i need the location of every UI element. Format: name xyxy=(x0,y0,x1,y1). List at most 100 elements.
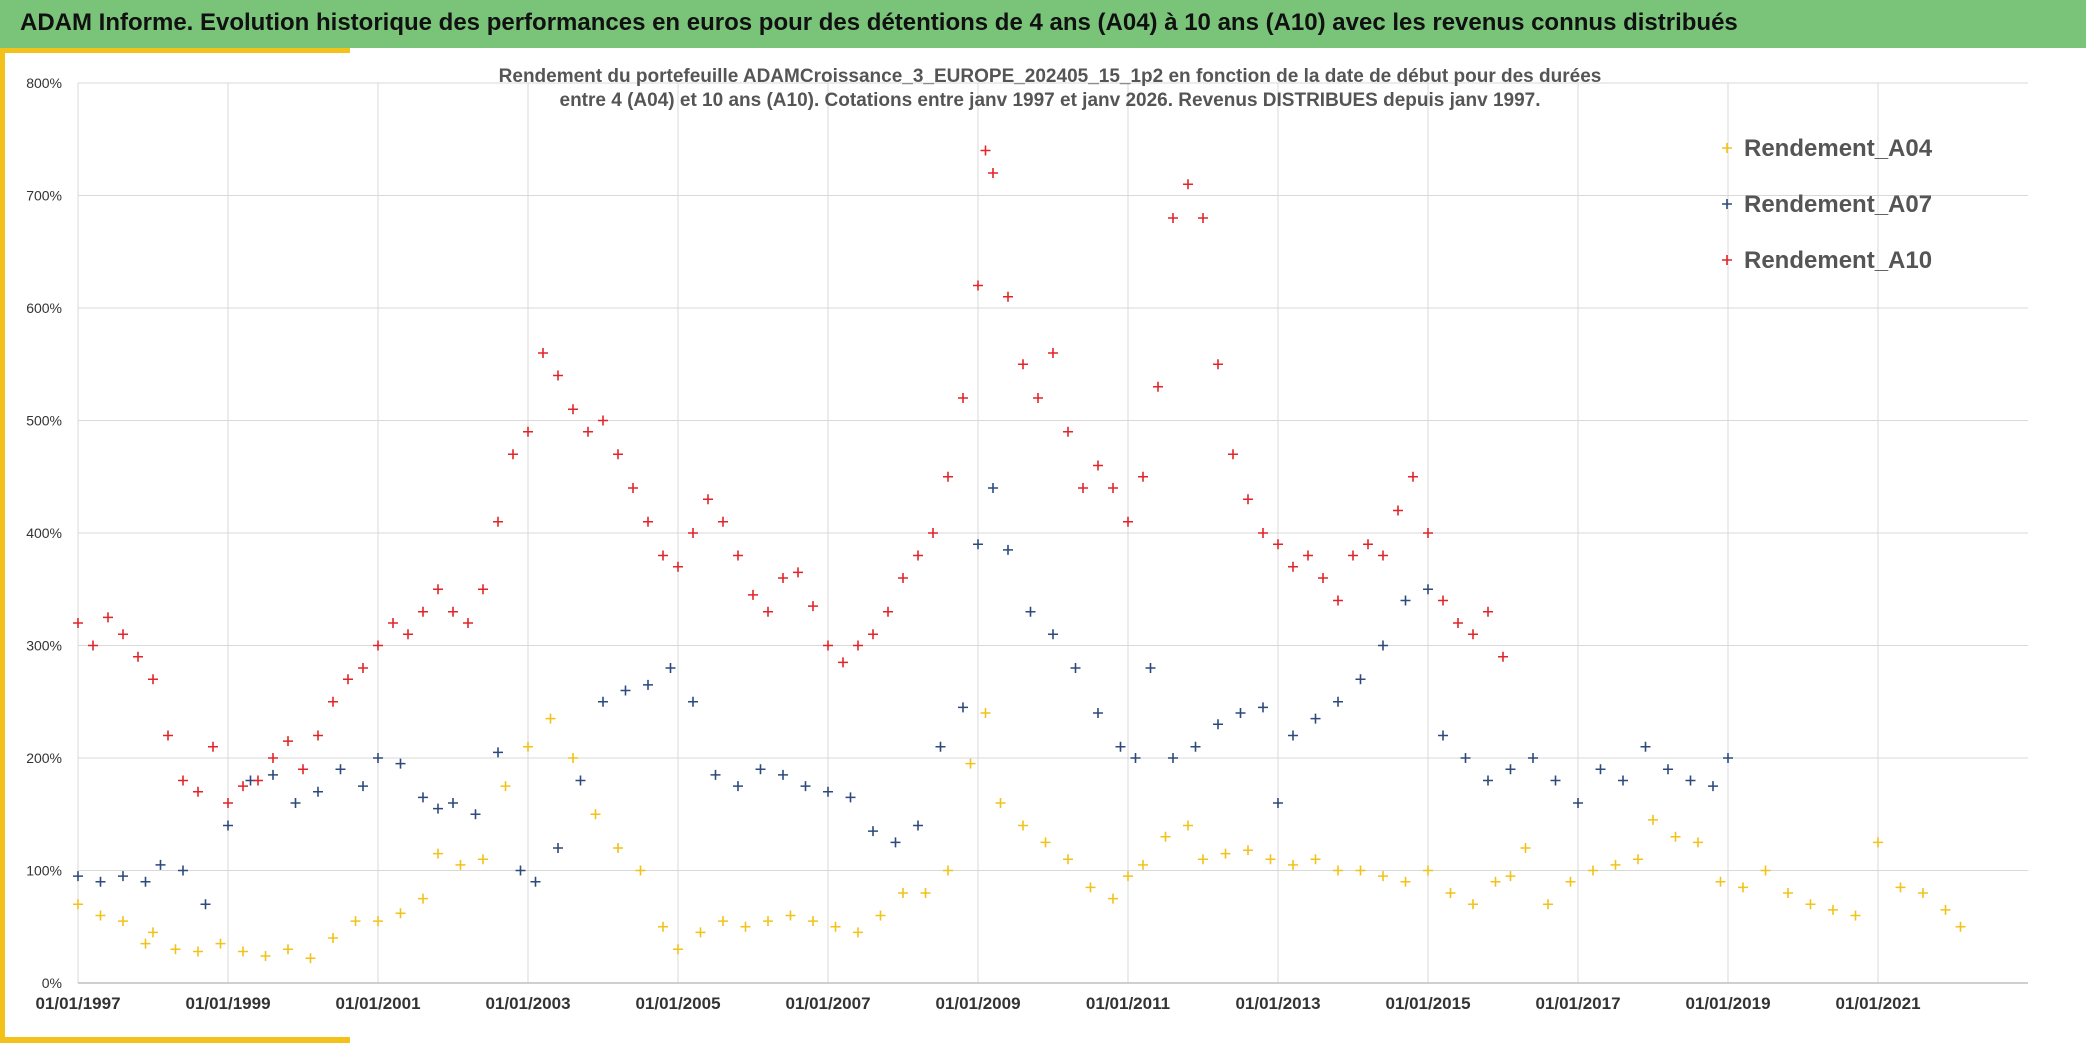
accent-bar-left xyxy=(0,48,5,1043)
data-point xyxy=(1138,471,1148,482)
data-point xyxy=(305,953,316,964)
legend-item: Rendement_A04 xyxy=(1722,135,1933,162)
data-point xyxy=(883,606,893,617)
data-point xyxy=(778,769,788,780)
data-point xyxy=(995,798,1006,808)
data-point xyxy=(1198,854,1208,865)
data-point xyxy=(545,713,556,724)
data-point xyxy=(1108,483,1118,493)
data-point xyxy=(1190,741,1201,752)
data-point xyxy=(335,764,346,775)
data-point xyxy=(1108,893,1118,904)
data-point xyxy=(1708,781,1718,792)
data-point xyxy=(193,786,203,797)
data-point xyxy=(463,618,473,628)
x-tick-label: 01/01/2009 xyxy=(935,994,1020,1013)
x-tick-label: 01/01/2007 xyxy=(785,994,870,1013)
data-point xyxy=(260,951,271,961)
data-point xyxy=(838,657,848,668)
y-tick-label: 700% xyxy=(26,188,62,204)
data-point xyxy=(1715,876,1726,887)
data-point xyxy=(283,736,293,747)
data-point xyxy=(1018,820,1028,831)
data-point xyxy=(1303,550,1313,561)
data-point xyxy=(1505,764,1516,775)
legend-item: Rendement_A07 xyxy=(1722,191,1932,218)
data-point xyxy=(95,910,106,921)
data-point xyxy=(1003,291,1013,302)
data-point xyxy=(1040,837,1051,848)
y-tick-label: 0% xyxy=(42,975,62,991)
data-point xyxy=(1483,606,1493,617)
data-point xyxy=(613,843,623,853)
x-tick-label: 01/01/2021 xyxy=(1835,994,1920,1013)
data-point xyxy=(1273,539,1283,550)
legend: Rendement_A04 Rendement_A07 Rendement_A10 xyxy=(1722,135,1933,274)
data-point xyxy=(1490,876,1501,887)
data-point xyxy=(1565,876,1576,887)
data-point xyxy=(1063,854,1073,865)
data-point xyxy=(710,769,721,780)
data-point xyxy=(980,708,991,718)
data-point xyxy=(635,865,646,876)
legend-item: Rendement_A10 xyxy=(1722,247,1932,274)
data-point xyxy=(973,539,983,550)
data-point xyxy=(613,449,623,460)
data-point xyxy=(395,908,406,919)
data-point xyxy=(628,483,638,493)
data-point xyxy=(1783,888,1793,898)
data-point xyxy=(73,871,83,882)
data-point xyxy=(223,798,233,808)
data-point xyxy=(590,809,601,820)
x-tick-label: 01/01/1997 xyxy=(35,994,120,1013)
data-point xyxy=(343,674,353,685)
data-point xyxy=(763,916,773,927)
data-point xyxy=(530,876,541,887)
data-point xyxy=(200,899,211,910)
y-tick-label: 300% xyxy=(26,638,62,654)
data-point xyxy=(358,781,368,792)
data-point xyxy=(800,781,811,792)
data-point xyxy=(1288,859,1298,870)
data-point xyxy=(313,786,323,797)
series-Rendement_A10 xyxy=(73,145,1508,808)
data-point xyxy=(1310,854,1321,865)
data-point xyxy=(598,696,608,707)
data-point xyxy=(1213,359,1223,370)
data-point xyxy=(1393,505,1403,516)
data-point xyxy=(238,781,248,792)
data-point xyxy=(73,618,83,628)
data-point xyxy=(1145,663,1156,673)
data-point xyxy=(1228,449,1238,460)
data-point xyxy=(1670,831,1681,842)
data-point xyxy=(845,792,856,803)
data-point xyxy=(733,781,743,792)
data-point xyxy=(478,584,488,595)
data-point xyxy=(1183,179,1193,190)
data-point xyxy=(1288,561,1298,572)
data-point xyxy=(103,612,113,623)
data-point xyxy=(980,145,991,156)
data-point xyxy=(418,606,428,617)
data-point xyxy=(1333,696,1343,707)
data-point xyxy=(1025,606,1036,617)
data-point xyxy=(943,865,953,876)
data-point xyxy=(808,916,818,927)
data-point xyxy=(553,843,563,853)
data-point xyxy=(1003,544,1013,555)
y-tick-label: 400% xyxy=(26,525,62,541)
data-point xyxy=(1130,753,1141,763)
y-axis-ticks: 0% 100% 200% 300% 400% 500% 600% 700% 800% xyxy=(26,75,62,991)
data-point xyxy=(290,798,301,808)
data-point xyxy=(1468,629,1478,640)
data-point xyxy=(1235,708,1246,718)
data-point xyxy=(935,741,946,752)
data-point xyxy=(740,921,751,932)
data-point xyxy=(830,921,841,932)
data-point xyxy=(1258,702,1268,713)
data-point xyxy=(478,854,488,865)
x-tick-label: 01/01/2015 xyxy=(1385,994,1470,1013)
data-point xyxy=(1505,871,1516,882)
data-point xyxy=(1438,595,1448,606)
data-point xyxy=(898,888,908,898)
